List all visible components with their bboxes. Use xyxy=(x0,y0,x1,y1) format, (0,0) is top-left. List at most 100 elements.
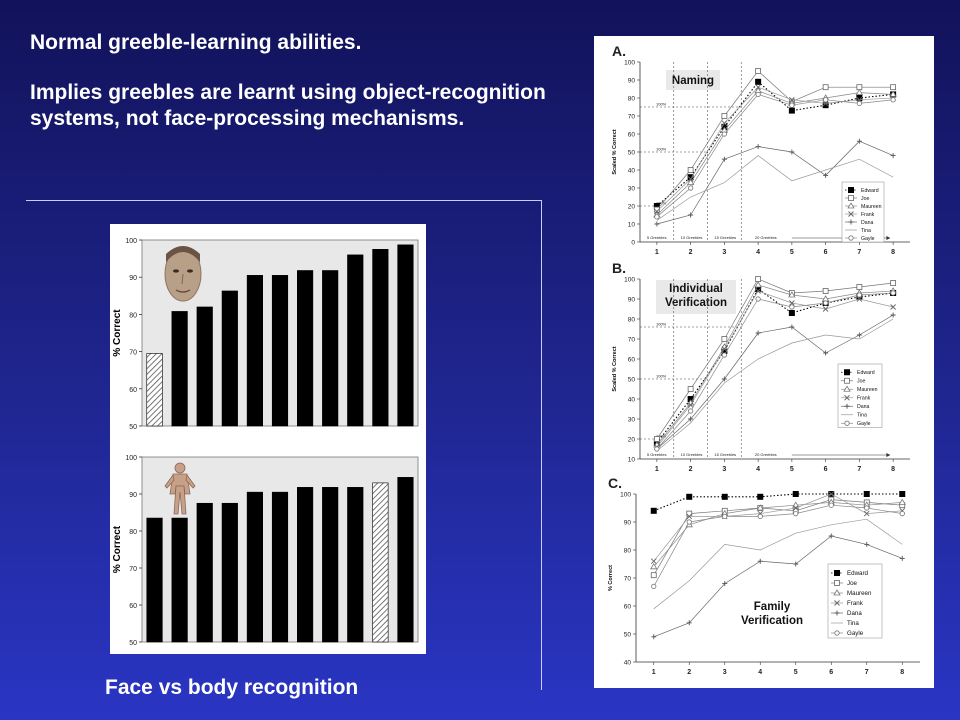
series-dana xyxy=(651,533,905,640)
phase-label: 10 Greebles xyxy=(681,235,703,240)
data-point xyxy=(789,300,795,306)
y-axis-label: % Correct xyxy=(112,525,123,573)
data-point xyxy=(856,138,862,144)
legend: Edward Joe Maureen Frank Dana Tina Gayle xyxy=(837,363,883,428)
data-point xyxy=(844,369,850,376)
face-body-figure-panel: 50 60 70 80 90 100 % Correct 50 60 70 80 90 100 % Cor… xyxy=(110,224,426,654)
y-tick-label: 90 xyxy=(628,78,636,85)
y-tick-label: 50 xyxy=(624,632,632,639)
data-point xyxy=(757,493,764,500)
data-point xyxy=(899,510,905,517)
data-point xyxy=(687,176,694,182)
y-tick-label: 100 xyxy=(624,277,635,284)
bar xyxy=(196,306,213,427)
bar xyxy=(246,491,263,643)
legend-label: Joe xyxy=(847,580,858,587)
x-tick-label: 1 xyxy=(652,669,656,676)
data-point xyxy=(721,348,728,354)
data-point xyxy=(687,167,694,173)
bar xyxy=(397,244,414,427)
data-point xyxy=(654,214,660,220)
data-point xyxy=(899,555,905,561)
data-point xyxy=(834,630,840,636)
data-point xyxy=(828,533,834,539)
y-tick-label: 80 xyxy=(129,312,137,319)
data-point xyxy=(864,541,870,547)
data-point xyxy=(848,187,854,193)
bar xyxy=(171,517,188,643)
bar xyxy=(397,477,414,643)
x-tick-label: 6 xyxy=(824,466,828,473)
y-tick-label: 100 xyxy=(624,60,635,67)
x-tick-label: 5 xyxy=(794,669,798,676)
reference-label: 100% xyxy=(656,322,667,327)
data-point xyxy=(844,403,850,409)
data-point xyxy=(899,491,906,497)
legend-label: Gayle xyxy=(847,630,864,637)
data-point xyxy=(757,513,763,519)
panel-letter: A. xyxy=(612,43,626,59)
data-point xyxy=(844,420,850,426)
series-line xyxy=(653,502,903,568)
x-tick-label: 3 xyxy=(722,249,726,256)
data-point xyxy=(721,493,728,500)
series-line xyxy=(656,81,894,207)
series-frank xyxy=(650,491,906,565)
data-point xyxy=(687,386,694,392)
data-point xyxy=(890,280,897,286)
data-point xyxy=(890,290,896,296)
data-point xyxy=(856,292,862,298)
data-point xyxy=(721,113,728,119)
phase-label: 5 Greebles xyxy=(647,235,667,240)
bar-chart-body: 50 60 70 80 90 100 % Correct xyxy=(112,455,419,647)
face-body-charts: 50 60 70 80 90 100 % Correct 50 60 70 80 90 100 % Cor… xyxy=(112,238,419,647)
legend-label: Tina xyxy=(861,228,871,234)
data-point xyxy=(686,620,692,626)
legend-label: Frank xyxy=(847,600,864,607)
chart-title-line: Family xyxy=(754,601,791,613)
data-point xyxy=(834,570,840,576)
y-tick-label: 50 xyxy=(129,640,137,647)
y-tick-label: 40 xyxy=(628,397,636,404)
data-point xyxy=(721,120,728,127)
y-tick-label: 70 xyxy=(628,114,636,121)
data-point xyxy=(889,90,897,97)
bar xyxy=(322,270,339,427)
body-arm xyxy=(185,474,196,489)
series-line xyxy=(653,493,903,512)
phase-arrowhead xyxy=(886,453,891,457)
series-line xyxy=(656,90,894,216)
legend-label: Edward xyxy=(857,370,875,376)
bar xyxy=(271,491,289,643)
data-point xyxy=(823,300,829,306)
data-point xyxy=(828,502,834,508)
title-box xyxy=(666,70,720,90)
series-line xyxy=(656,292,894,450)
data-point xyxy=(789,304,795,310)
chart-title: Naming xyxy=(666,70,720,90)
data-point xyxy=(651,583,657,590)
bar xyxy=(221,290,238,427)
data-point xyxy=(848,219,854,225)
y-tick-label: 100 xyxy=(125,455,137,462)
data-point xyxy=(755,276,762,282)
y-axis-label: % Correct xyxy=(112,309,123,357)
y-tick-label: 60 xyxy=(129,387,137,394)
x-tick-label: 8 xyxy=(891,466,895,473)
series-line xyxy=(656,140,894,225)
series-line xyxy=(653,493,903,562)
y-tick-label: 60 xyxy=(624,604,632,611)
data-point xyxy=(789,149,795,155)
data-point xyxy=(890,97,896,103)
x-tick-label: 7 xyxy=(865,669,869,676)
data-point xyxy=(721,352,727,358)
data-point xyxy=(843,385,851,392)
bar xyxy=(146,517,163,643)
y-axis-label: Scaled % Correct xyxy=(612,129,618,174)
figure-caption: Face vs body recognition xyxy=(105,676,359,699)
y-tick-label: 80 xyxy=(628,96,636,103)
data-point xyxy=(650,572,657,579)
data-point xyxy=(844,394,850,401)
data-point xyxy=(848,211,854,217)
series-frank xyxy=(654,84,896,215)
